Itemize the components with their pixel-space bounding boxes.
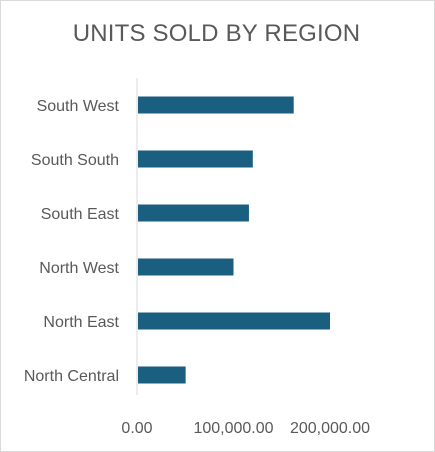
x-tick-label: 0.00 <box>121 420 152 437</box>
category-label: South South <box>31 152 119 169</box>
bar-south-west <box>138 97 294 114</box>
bar-south-east <box>138 205 249 222</box>
category-label: North West <box>39 260 119 277</box>
x-tick-label: 200,000.00 <box>290 420 370 437</box>
bar-south-south <box>138 151 253 168</box>
x-tick-label: 100,000.00 <box>193 420 273 437</box>
bar-north-west <box>138 259 234 276</box>
bar-north-east <box>138 313 330 330</box>
bar-north-central <box>138 367 186 384</box>
category-label: South East <box>41 206 120 223</box>
category-label: South West <box>37 98 120 115</box>
category-label: North East <box>43 314 119 331</box>
category-label: North Central <box>24 368 119 385</box>
